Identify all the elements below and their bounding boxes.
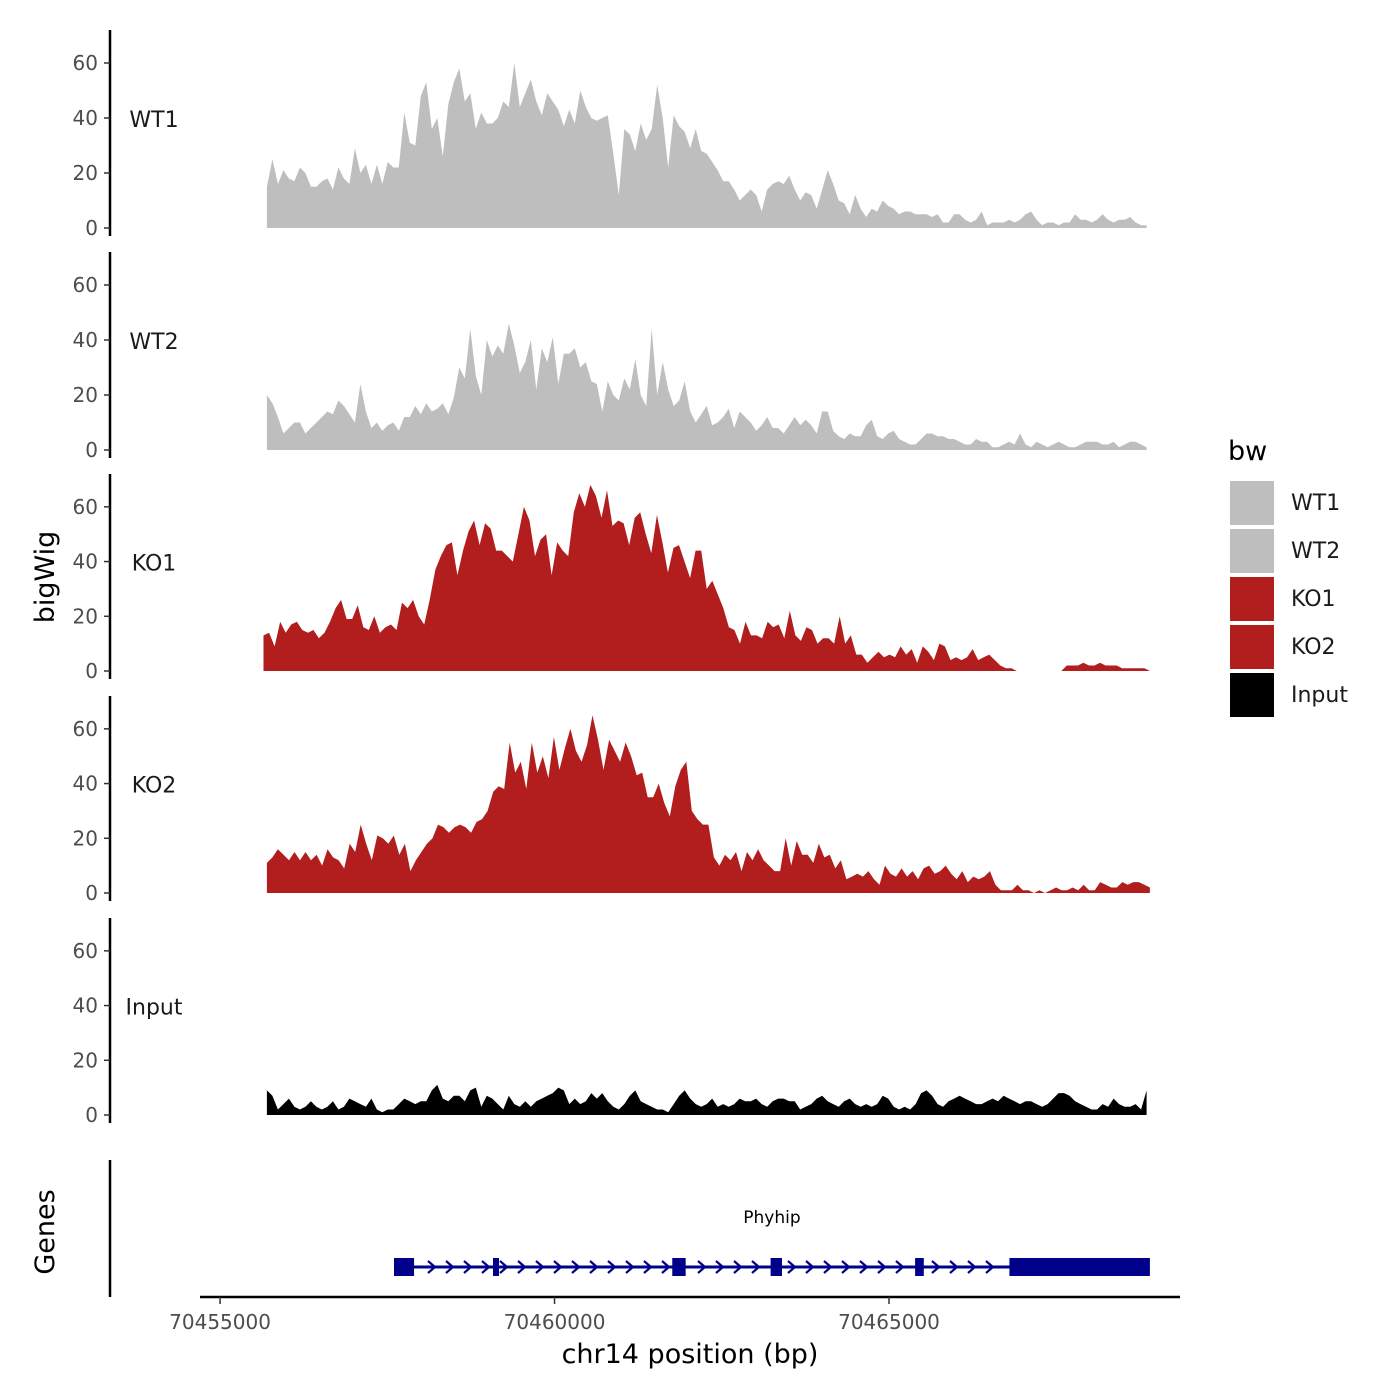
track-label-wt1: WT1 (129, 108, 178, 133)
y-tick-label-wt1-20: 20 (73, 161, 98, 185)
legend-label-ko1: KO1 (1291, 587, 1336, 612)
y-tick-label-wt1-0: 0 (85, 216, 98, 240)
strand-arrow-23 (877, 1260, 887, 1274)
strand-arrow-24 (895, 1260, 905, 1274)
exon-4 (770, 1258, 782, 1276)
area-wt1 (266, 63, 1147, 228)
exon-6 (1009, 1258, 1150, 1276)
strand-arrow-11 (625, 1260, 635, 1274)
strand-arrow-28 (985, 1260, 995, 1274)
strand-arrow-22 (859, 1260, 869, 1274)
area-ko1 (263, 484, 1150, 671)
strand-arrow-26 (949, 1260, 959, 1274)
strand-arrow-3 (481, 1260, 491, 1274)
y-tick-label-wt2-60: 60 (73, 273, 98, 297)
strand-arrow-5 (517, 1260, 527, 1274)
strand-arrow-19 (805, 1260, 815, 1274)
y-tick-label-input-60: 60 (73, 939, 98, 963)
exon-3 (672, 1258, 686, 1276)
coverage-tracks: 0 20 40 60 WT1 0 20 40 60 WT2 0 20 40 60 KO1 0 20 40 60 KO2… (73, 30, 1150, 1127)
y-tick-label-wt2-40: 40 (73, 328, 98, 352)
track-ko1: 0 20 40 60 KO1 (73, 474, 1150, 683)
y-tick-label-ko1-0: 0 (85, 659, 98, 683)
strand-arrow-6 (535, 1260, 545, 1274)
strand-arrow-4 (499, 1260, 509, 1274)
y-tick-label-input-0: 0 (85, 1103, 98, 1127)
area-wt2 (266, 323, 1147, 450)
y-tick-label-wt1-60: 60 (73, 51, 98, 75)
track-label-input: Input (126, 996, 183, 1021)
legend-title: bw (1228, 436, 1267, 467)
strand-arrow-10 (607, 1260, 617, 1274)
y-axis-title: bigWig (30, 531, 61, 624)
track-wt1: 0 20 40 60 WT1 (73, 30, 1147, 240)
x-axis-title: chr14 position (bp) (562, 1339, 819, 1370)
legend-label-wt2: WT2 (1291, 539, 1340, 564)
strand-arrow-21 (841, 1260, 851, 1274)
genes-axis-title: Genes (30, 1189, 61, 1274)
area-input (266, 1084, 1147, 1115)
strand-arrow-16 (733, 1260, 743, 1274)
strand-arrow-18 (787, 1260, 797, 1274)
strand-arrow-25 (931, 1260, 941, 1274)
x-tick-label-70455000: 70455000 (169, 1310, 271, 1334)
x-axis: 70455000 70460000 70465000 (169, 1295, 1180, 1334)
gene-name-label: Phyhip (743, 1208, 800, 1228)
y-tick-label-ko2-20: 20 (73, 826, 98, 850)
y-tick-label-wt2-0: 0 (85, 438, 98, 462)
strand-arrow-7 (553, 1260, 563, 1274)
strand-arrow-14 (697, 1260, 707, 1274)
track-ko2: 0 20 40 60 KO2 (73, 696, 1150, 905)
strand-arrow-27 (967, 1260, 977, 1274)
exon-5 (915, 1258, 924, 1276)
legend-label-wt1: WT1 (1291, 491, 1340, 516)
exon-2 (492, 1258, 499, 1276)
y-tick-label-ko2-60: 60 (73, 717, 98, 741)
exon-1 (393, 1258, 415, 1276)
legend-key-input (1230, 673, 1274, 717)
legend-key-ko2 (1230, 625, 1274, 669)
track-wt2: 0 20 40 60 WT2 (73, 252, 1147, 462)
strand-arrow-2 (463, 1260, 473, 1274)
y-tick-label-input-40: 40 (73, 994, 98, 1018)
y-tick-label-ko1-60: 60 (73, 495, 98, 519)
y-tick-label-input-20: 20 (73, 1048, 98, 1072)
y-tick-label-ko1-20: 20 (73, 604, 98, 628)
legend-key-ko1 (1230, 577, 1274, 621)
y-tick-label-ko1-40: 40 (73, 550, 98, 574)
track-label-ko1: KO1 (132, 552, 177, 577)
legend-key-wt1 (1230, 481, 1274, 525)
track-label-wt2: WT2 (129, 330, 178, 355)
strand-arrow-17 (751, 1260, 761, 1274)
strand-arrow-20 (823, 1260, 833, 1274)
strand-arrow-15 (715, 1260, 725, 1274)
strand-arrow-13 (661, 1260, 671, 1274)
strand-arrow-1 (445, 1260, 455, 1274)
legend: bw WT1 WT2 KO1 KO2 Input (1228, 436, 1348, 717)
y-tick-label-ko2-0: 0 (85, 881, 98, 905)
strand-arrow-12 (643, 1260, 653, 1274)
legend-label-input: Input (1291, 683, 1348, 708)
track-label-ko2: KO2 (132, 774, 177, 799)
y-tick-label-wt1-40: 40 (73, 106, 98, 130)
legend-label-ko2: KO2 (1291, 635, 1336, 660)
area-ko2 (266, 715, 1150, 893)
strand-arrow-9 (589, 1260, 599, 1274)
x-tick-label-70460000: 70460000 (504, 1310, 606, 1334)
y-tick-label-ko2-40: 40 (73, 772, 98, 796)
x-tick-label-70465000: 70465000 (838, 1310, 940, 1334)
y-tick-label-wt2-20: 20 (73, 383, 98, 407)
legend-key-wt2 (1230, 529, 1274, 573)
strand-arrow-8 (571, 1260, 581, 1274)
gene-panel: Phyhip (108, 1160, 1150, 1297)
track-input: 0 20 40 60 Input (73, 918, 1147, 1127)
strand-arrow-0 (427, 1260, 437, 1274)
